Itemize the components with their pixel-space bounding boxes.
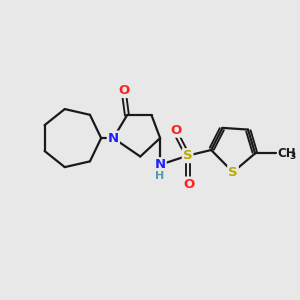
Text: O: O <box>118 84 130 97</box>
Text: S: S <box>183 149 192 162</box>
Text: O: O <box>183 178 195 190</box>
Text: N: N <box>108 132 119 145</box>
Text: H: H <box>155 170 165 181</box>
Text: CH: CH <box>278 147 296 160</box>
Text: N: N <box>154 158 166 171</box>
Text: 3: 3 <box>290 152 296 161</box>
Text: O: O <box>170 124 181 137</box>
Text: S: S <box>228 166 238 178</box>
